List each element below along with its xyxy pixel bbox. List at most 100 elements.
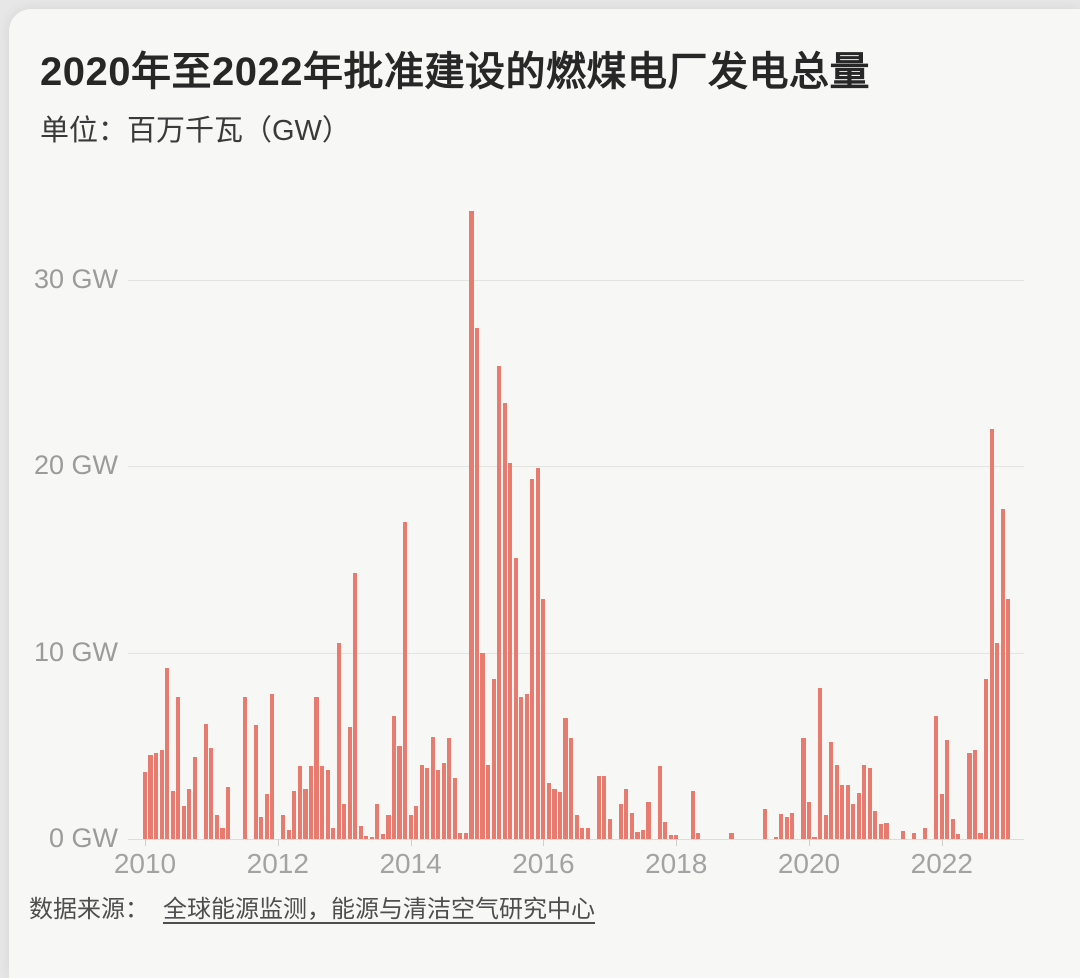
bar-2010-03 [154, 753, 159, 839]
data-source-prefix: 数据来源： [29, 896, 149, 923]
bar-2013-03 [353, 572, 358, 839]
bar-2011-12 [270, 693, 275, 839]
bar-2013-01 [342, 803, 347, 839]
bar-2010-01 [142, 771, 148, 839]
bar-2015-10 [524, 693, 529, 839]
bar-2023-01 [1006, 598, 1011, 839]
bar-2015-09 [519, 697, 524, 839]
bar-2012-09 [320, 766, 325, 839]
bar-2010-02 [148, 755, 153, 839]
bar-2011-04 [225, 786, 231, 839]
bar-2013-08 [380, 834, 385, 839]
bar-2018-05 [696, 832, 701, 839]
bar-2011-02 [214, 814, 219, 839]
x-axis-tick-2020 [809, 839, 810, 846]
bar-2014-06 [436, 770, 441, 839]
bar-2019-09 [784, 816, 789, 839]
bar-2020-01 [806, 801, 812, 839]
bar-2022-12 [1000, 509, 1005, 839]
bar-2017-11 [663, 822, 668, 839]
gridline-0gw [128, 839, 1024, 840]
bar-2015-07 [508, 462, 513, 839]
bar-2019-08 [779, 813, 784, 839]
bar-2014-12 [469, 211, 474, 839]
bar-2010-04 [159, 749, 164, 839]
bar-2017-08 [646, 801, 651, 839]
bar-2013-04 [358, 826, 363, 839]
bar-2013-09 [386, 814, 391, 839]
bar-2011-09 [253, 725, 258, 839]
bar-2016-09 [585, 827, 590, 839]
gridline-10gw [128, 652, 1024, 654]
bar-2016-07 [574, 814, 579, 839]
x-axis-tick-2016 [543, 839, 545, 846]
bar-2014-04 [425, 768, 430, 839]
bar-2022-02 [945, 740, 950, 839]
x-axis-label-2016: 2016 [512, 848, 575, 879]
bar-2012-04 [292, 790, 297, 839]
bar-2012-02 [281, 814, 286, 839]
bar-2015-06 [502, 403, 507, 839]
bar-2017-10 [657, 766, 662, 839]
gridline-20gw [128, 466, 1024, 468]
bar-2015-01 [474, 328, 480, 839]
bar-2021-02 [878, 824, 883, 839]
chart-subtitle: 单位：百万千瓦（GW） [40, 115, 351, 147]
bar-2010-08 [181, 805, 186, 839]
bar-2017-05 [629, 812, 634, 839]
bar-2010-12 [203, 723, 208, 839]
bar-2020-05 [829, 742, 834, 839]
bar-2015-11 [530, 479, 535, 839]
data-source-link[interactable]: 全球能源监测，能源与清洁空气研究中心 [163, 896, 595, 923]
bar-2016-11 [596, 775, 601, 839]
bar-2011-07 [242, 697, 247, 839]
bar-2011-01 [209, 747, 214, 839]
x-axis-tick-2022 [941, 839, 943, 846]
x-axis-label-2014: 2014 [379, 848, 442, 879]
bar-2022-06 [967, 753, 972, 839]
bar-2020-11 [862, 764, 867, 839]
bar-2010-06 [170, 790, 175, 839]
bar-2016-03 [552, 788, 557, 839]
bar-2019-12 [801, 738, 806, 839]
bar-2019-07 [773, 837, 778, 839]
bar-2020-04 [823, 814, 828, 839]
bar-2022-08 [978, 833, 983, 839]
bar-2017-03 [618, 803, 623, 839]
bar-2017-07 [640, 829, 646, 839]
bar-2017-06 [635, 831, 640, 839]
bar-2015-02 [480, 652, 485, 839]
bar-2012-07 [308, 766, 314, 839]
bar-2017-04 [624, 788, 629, 839]
bar-2018-04 [690, 790, 695, 839]
bar-2019-10 [790, 812, 795, 839]
bar-2022-03 [950, 818, 955, 839]
bar-2021-03 [884, 823, 889, 839]
gridline-30gw [128, 279, 1024, 281]
bar-2014-07 [441, 762, 446, 839]
bar-2010-07 [176, 697, 181, 839]
bar-2021-01 [873, 811, 878, 839]
bar-2012-11 [331, 827, 336, 839]
y-axis-label-20gw: 20 GW [33, 450, 118, 481]
bar-2020-02 [812, 837, 817, 839]
bar-2013-05 [364, 836, 369, 839]
bar-2021-08 [912, 833, 917, 839]
bar-2016-08 [580, 827, 585, 839]
y-axis-label-0gw: 0 GW [48, 823, 118, 853]
bar-2022-10 [989, 429, 994, 839]
bar-2014-03 [419, 764, 424, 839]
x-axis-tick-2018 [676, 839, 678, 846]
bar-2020-07 [840, 785, 845, 839]
bar-2014-10 [458, 833, 463, 839]
x-axis-tick-2010 [145, 839, 146, 846]
bar-2016-05 [563, 717, 568, 839]
bar-2013-07 [375, 803, 380, 839]
x-axis-label-2018: 2018 [645, 848, 708, 879]
bar-2020-08 [845, 785, 850, 839]
y-axis-label-30gw: 30 GW [33, 263, 118, 294]
bar-2020-12 [867, 768, 872, 839]
bar-2011-11 [264, 794, 269, 839]
